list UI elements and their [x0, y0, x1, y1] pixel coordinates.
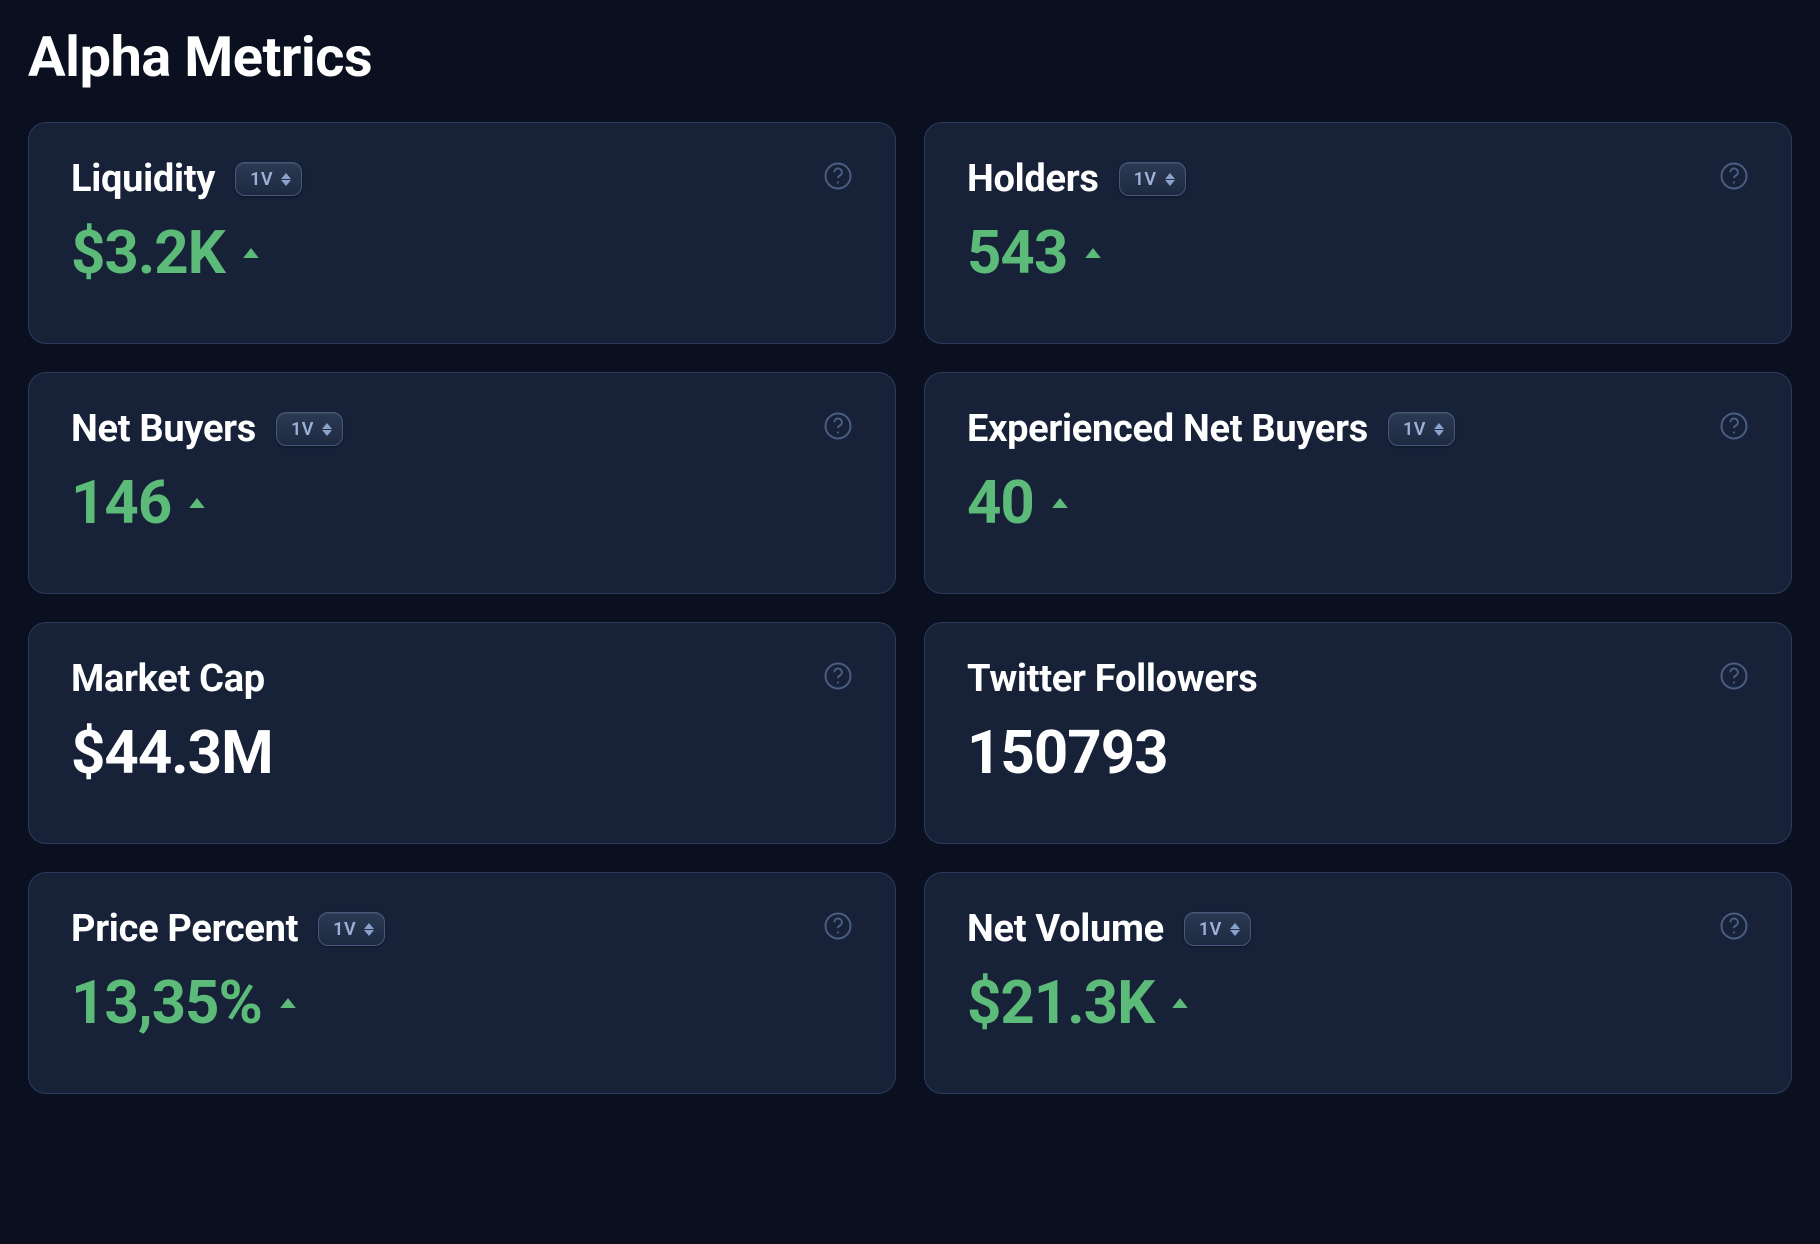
card-net-volume: Net Volume 1V $21.3K — [924, 872, 1792, 1094]
sort-arrows-icon — [1230, 923, 1240, 936]
card-header: Net Buyers 1V — [71, 407, 853, 451]
sort-arrows-icon — [1434, 423, 1444, 436]
card-market-cap: Market Cap $44.3M — [28, 622, 896, 844]
card-value: 146 — [71, 473, 171, 533]
trend-up-icon — [280, 998, 296, 1008]
card-twitter-followers: Twitter Followers 150793 — [924, 622, 1792, 844]
help-icon[interactable] — [1719, 411, 1749, 441]
card-title: Twitter Followers — [967, 657, 1257, 701]
help-icon[interactable] — [823, 661, 853, 691]
trend-up-icon — [189, 498, 205, 508]
card-value: 150793 — [967, 723, 1168, 783]
card-title: Market Cap — [71, 657, 265, 701]
trend-up-icon — [1052, 498, 1068, 508]
card-value: $3.2K — [71, 223, 225, 283]
timeframe-label: 1V — [333, 919, 356, 940]
card-value: 543 — [967, 223, 1067, 283]
trend-up-icon — [1085, 248, 1101, 258]
card-title: Holders — [967, 157, 1099, 201]
timeframe-label: 1V — [1403, 419, 1426, 440]
help-icon[interactable] — [1719, 161, 1749, 191]
page-title: Alpha Metrics — [28, 24, 1792, 90]
help-icon[interactable] — [1719, 661, 1749, 691]
help-icon[interactable] — [823, 411, 853, 441]
timeframe-selector[interactable]: 1V — [1388, 412, 1455, 446]
timeframe-label: 1V — [1199, 919, 1222, 940]
card-value-row: 146 — [71, 473, 853, 533]
help-icon[interactable] — [1719, 911, 1749, 941]
card-header: Holders 1V — [967, 157, 1749, 201]
sort-arrows-icon — [1165, 173, 1175, 186]
timeframe-selector[interactable]: 1V — [318, 912, 385, 946]
card-header: Experienced Net Buyers 1V — [967, 407, 1749, 451]
card-value-row: $44.3M — [71, 723, 853, 783]
card-liquidity: Liquidity 1V $3.2K — [28, 122, 896, 344]
card-value-row: 150793 — [967, 723, 1749, 783]
card-value-row: $3.2K — [71, 223, 853, 283]
card-title: Experienced Net Buyers — [967, 407, 1368, 451]
timeframe-selector[interactable]: 1V — [276, 412, 343, 446]
card-value-row: $21.3K — [967, 973, 1749, 1033]
sort-arrows-icon — [364, 923, 374, 936]
timeframe-label: 1V — [250, 169, 273, 190]
card-title: Liquidity — [71, 157, 215, 201]
sort-arrows-icon — [322, 423, 332, 436]
metrics-grid: Liquidity 1V $3.2K Holders 1V — [28, 122, 1792, 1094]
card-header: Market Cap — [71, 657, 853, 701]
card-value-row: 13,35% — [71, 973, 853, 1033]
card-title: Price Percent — [71, 907, 298, 951]
trend-up-icon — [1172, 998, 1188, 1008]
card-value-row: 40 — [967, 473, 1749, 533]
timeframe-selector[interactable]: 1V — [235, 162, 302, 196]
timeframe-selector[interactable]: 1V — [1184, 912, 1251, 946]
card-header: Liquidity 1V — [71, 157, 853, 201]
card-holders: Holders 1V 543 — [924, 122, 1792, 344]
help-icon[interactable] — [823, 161, 853, 191]
card-experienced-net-buyers: Experienced Net Buyers 1V 40 — [924, 372, 1792, 594]
card-price-percent: Price Percent 1V 13,35% — [28, 872, 896, 1094]
card-header: Net Volume 1V — [967, 907, 1749, 951]
card-header: Twitter Followers — [967, 657, 1749, 701]
card-value: 13,35% — [71, 973, 262, 1033]
card-value: $44.3M — [71, 723, 273, 783]
timeframe-label: 1V — [291, 419, 314, 440]
card-value: 40 — [967, 473, 1034, 533]
help-icon[interactable] — [823, 911, 853, 941]
card-net-buyers: Net Buyers 1V 146 — [28, 372, 896, 594]
card-header: Price Percent 1V — [71, 907, 853, 951]
timeframe-label: 1V — [1134, 169, 1157, 190]
timeframe-selector[interactable]: 1V — [1119, 162, 1186, 196]
card-title: Net Buyers — [71, 407, 256, 451]
card-value: $21.3K — [967, 973, 1154, 1033]
card-title: Net Volume — [967, 907, 1164, 951]
card-value-row: 543 — [967, 223, 1749, 283]
sort-arrows-icon — [281, 173, 291, 186]
trend-up-icon — [243, 248, 259, 258]
